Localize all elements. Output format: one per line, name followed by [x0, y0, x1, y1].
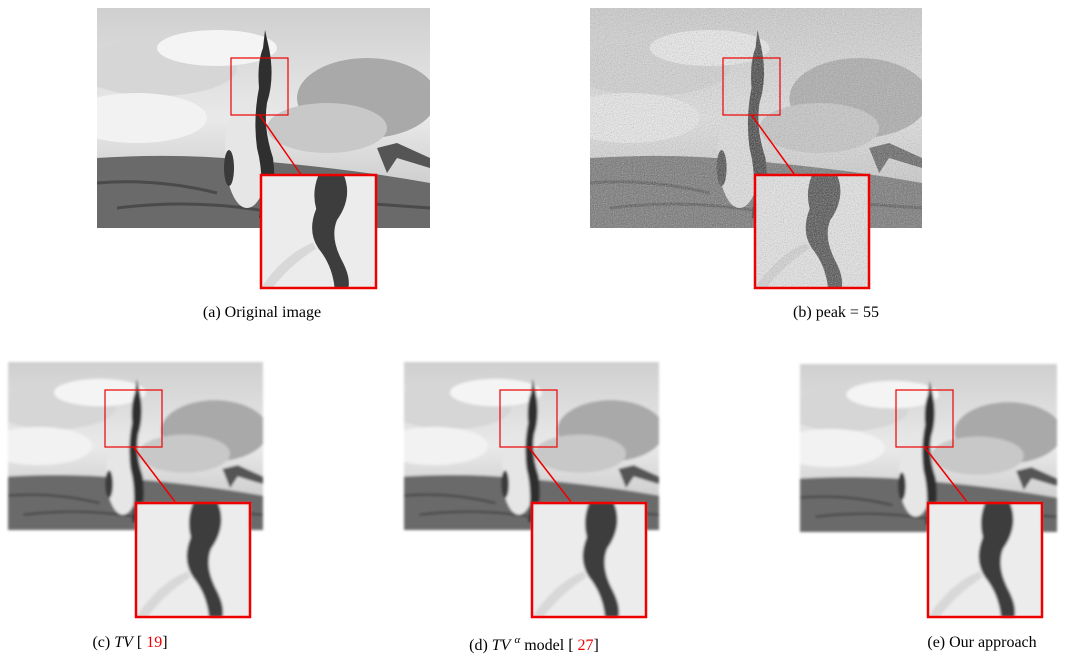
- caption: (a)Original image: [203, 304, 325, 322]
- caption-text: Our approach: [949, 634, 1037, 651]
- caption-text: TV: [114, 634, 133, 651]
- panel-image: [777, 364, 1063, 617]
- caption-text: ]: [594, 637, 599, 654]
- caption-text: TV: [492, 637, 511, 654]
- figure-images: [0, 0, 1065, 657]
- caption-text: 27: [578, 637, 594, 654]
- zoom-inset: [261, 175, 376, 288]
- figure: (a)Original image(b)peak = 55(c)TV[19](d…: [0, 0, 1065, 657]
- panel-image: [0, 362, 268, 617]
- zoom-inset: [532, 503, 646, 617]
- caption-text: Original image: [225, 304, 321, 321]
- caption-tag: (d): [469, 637, 488, 654]
- caption-tag: (e): [927, 634, 945, 651]
- caption: (b)peak = 55: [793, 304, 883, 322]
- caption-text: peak = 55: [816, 304, 879, 321]
- caption-text: [: [568, 637, 573, 654]
- caption-tag: (c): [92, 634, 110, 651]
- panel-image: [560, 8, 929, 288]
- caption: (e)Our approach: [927, 634, 1040, 652]
- caption-text: 19: [146, 634, 162, 651]
- caption-text: model: [524, 637, 564, 654]
- panel-image: [381, 362, 664, 617]
- caption-tag: (a): [203, 304, 221, 321]
- caption: (c)TV[19]: [92, 634, 171, 652]
- caption-text: α: [514, 634, 520, 646]
- zoom-inset: [136, 503, 250, 617]
- zoom-inset: [928, 503, 1042, 617]
- caption-text: ]: [162, 634, 167, 651]
- caption-tag: (b): [793, 304, 812, 321]
- panel-image: [67, 8, 437, 288]
- image: [67, 8, 437, 228]
- caption-text: [: [137, 634, 142, 651]
- noise-overlay: [755, 175, 869, 288]
